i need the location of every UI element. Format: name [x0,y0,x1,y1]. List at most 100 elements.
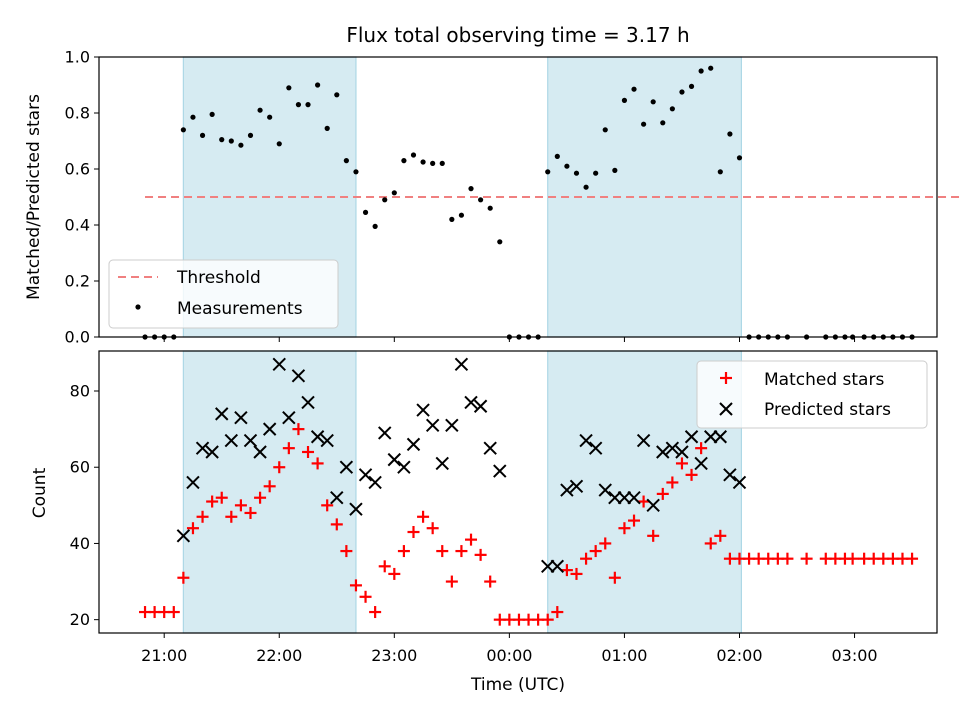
y-tick-label: 0.6 [65,160,90,179]
predicted-point [176,529,191,543]
measurement-point [573,170,580,176]
matched-point [846,552,859,565]
matched-point [397,545,410,558]
measurement-point [458,212,465,218]
x-tick-label: 23:00 [371,646,417,665]
measurement-point [219,137,225,143]
matched-point [167,606,180,619]
predicted-point [646,498,660,513]
predicted-point [291,369,306,383]
y-tick-label: 20 [70,610,90,629]
predicted-point [579,433,593,448]
top-legend: Threshold Measurements [108,259,339,329]
matched-point [196,510,209,523]
top-y-axis-label: Matched/Predicted stars [24,94,44,300]
matched-point [330,518,343,531]
measurement-point [420,159,426,165]
x-tick-label: 03:00 [831,646,877,665]
matched-points [139,423,919,626]
predicted-point [550,559,565,574]
measurement-point [564,163,570,169]
matched-point [455,545,468,558]
matched-point [695,442,708,455]
predicted-point [406,437,421,452]
measurement-point [631,86,637,92]
measurement-point [602,127,608,133]
measurements-legend-label: Measurements [177,299,303,319]
measurement-point [468,186,474,192]
matched-point [906,552,919,565]
matched-point [340,545,353,558]
matched-point [321,499,334,512]
measurement-point [593,170,599,176]
predicted-point [483,441,497,455]
matched-point [599,537,612,550]
matched-point [417,510,430,523]
matched-point [474,548,487,561]
measurement-point [621,97,628,103]
predicted-point [234,410,248,425]
measurement-point [545,169,551,175]
bottom-x-ticks: 21:00 22:00 23:00 00:00 01:00 02:00 03:00 [141,633,878,665]
predicted-point [656,445,670,459]
bottom-legend: Matched stars Predicted stars [696,360,928,429]
matched-point [637,495,650,508]
bottom-panel: 20 40 60 80 21:00 22:00 23:00 00:00 01:00 02:00 0… [30,350,938,695]
predicted-point [215,407,229,421]
measurement-point [669,106,675,112]
measurement-point [257,107,263,113]
predicted-point [320,433,334,448]
y-tick-label: 0.8 [65,104,90,123]
predicted-point [569,479,584,493]
matched-point [618,522,631,535]
measurement-point [324,125,330,131]
matched-point [359,590,372,603]
predicted-point [387,452,402,467]
matched-point [484,575,497,588]
matched-point [177,571,190,584]
predicted-point [704,430,718,444]
predicted-point [378,426,392,440]
x-tick-label: 22:00 [256,646,302,665]
predicted-point [675,445,689,459]
matched-point [273,461,286,474]
predicted-point [435,456,449,471]
predicted-point [627,491,641,505]
predicted-point [694,456,708,471]
predicted-point [262,422,277,436]
x-tick-label: 21:00 [141,646,187,665]
matched-point [282,442,295,455]
top-legend-box [108,259,339,329]
predicted-point [195,441,210,455]
matched-point [234,499,247,512]
y-tick-label: 60 [70,458,90,477]
matched-point [349,579,362,592]
bottom-legend-box [696,360,928,429]
predicted-point [723,468,737,482]
predicted-point [732,475,747,490]
matched-point [589,545,602,558]
matched-point [647,529,660,542]
measurement-point [583,184,589,190]
bottom-y-axis-label: Count [30,467,50,518]
measurement-point [391,190,397,196]
y-tick-label: 0.2 [65,272,90,291]
matched-point [244,506,257,519]
matched-point [263,480,276,493]
matched-point [225,510,238,523]
measurement-point [708,65,714,71]
predicted-point [541,559,555,574]
measurement-point [267,114,273,120]
matched-point [608,571,621,584]
predicted-point [339,460,354,474]
measurement-point [430,160,436,166]
measurement-point [247,132,254,138]
predicted-point [445,418,459,433]
matched-point [436,545,449,558]
matched-point [388,567,401,580]
y-tick-label: 0.4 [65,216,90,235]
matched-point [445,575,458,588]
matched-point [426,522,439,535]
predicted-point [617,491,632,505]
measurement-point [612,167,618,173]
